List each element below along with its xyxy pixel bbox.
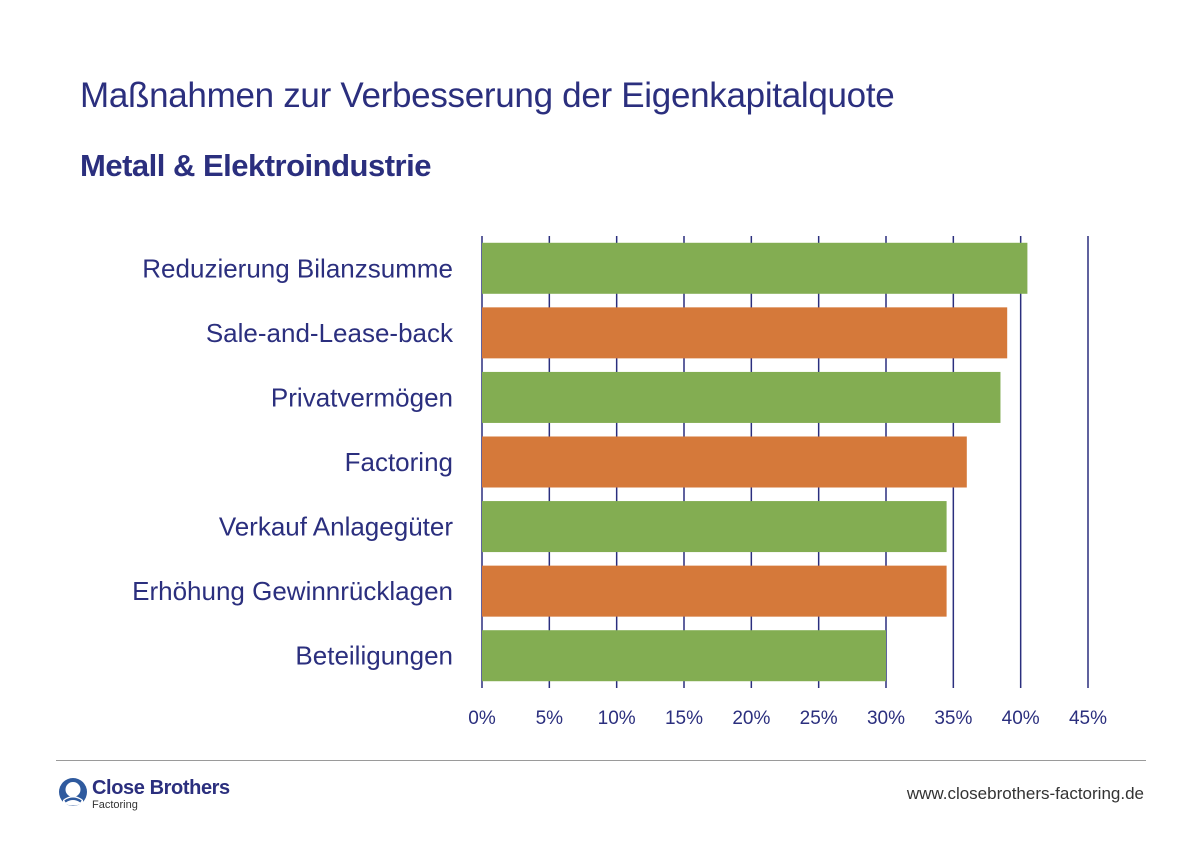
category-label: Sale-and-Lease-back	[206, 318, 454, 348]
footer-divider	[56, 760, 1146, 761]
category-label: Beteiligungen	[295, 641, 453, 671]
category-label: Reduzierung Bilanzsumme	[142, 253, 453, 283]
chart-subtitle: Metall & Elektroindustrie	[80, 148, 431, 183]
x-tick-label: 30%	[867, 708, 905, 729]
category-label: Factoring	[345, 447, 453, 477]
bar	[482, 501, 947, 553]
bars	[482, 242, 1028, 682]
category-label: Erhöhung Gewinnrücklagen	[132, 576, 453, 606]
bar	[482, 307, 1008, 359]
bar-chart: Reduzierung Bilanzsumme Sale-and-Lease-ba…	[132, 236, 1107, 729]
category-label: Privatvermögen	[271, 382, 453, 412]
x-tick-label: 5%	[536, 708, 564, 729]
x-tick-label: 20%	[732, 708, 770, 729]
brand-name: Close Brothers	[92, 777, 230, 799]
x-tick-label: 35%	[934, 708, 972, 729]
bar	[482, 565, 947, 617]
bar	[482, 630, 886, 682]
chart-title: Maßnahmen zur Verbesserung der Eigenkapi…	[80, 76, 895, 115]
bar	[482, 371, 1001, 423]
x-tick-label: 15%	[665, 708, 703, 729]
x-tick-label: 40%	[1002, 708, 1040, 729]
x-tick-label: 10%	[598, 708, 636, 729]
bar	[482, 436, 967, 488]
brand-subtitle: Factoring	[92, 799, 138, 811]
x-tick-label: 0%	[468, 708, 496, 729]
x-tick-label: 25%	[800, 708, 838, 729]
brand-logo: Close Brothers Factoring	[58, 776, 230, 811]
close-brothers-logo-icon	[59, 778, 87, 806]
x-tick-label: 45%	[1069, 708, 1107, 729]
category-label: Verkauf Anlagegüter	[219, 512, 454, 542]
x-tick-labels: 0% 5% 10% 15% 20% 25% 30% 35% 40% 45%	[468, 708, 1107, 729]
website-url[interactable]: www.closebrothers-factoring.de	[906, 784, 1144, 803]
category-labels: Reduzierung Bilanzsumme Sale-and-Lease-ba…	[132, 253, 454, 670]
bar	[482, 242, 1028, 294]
